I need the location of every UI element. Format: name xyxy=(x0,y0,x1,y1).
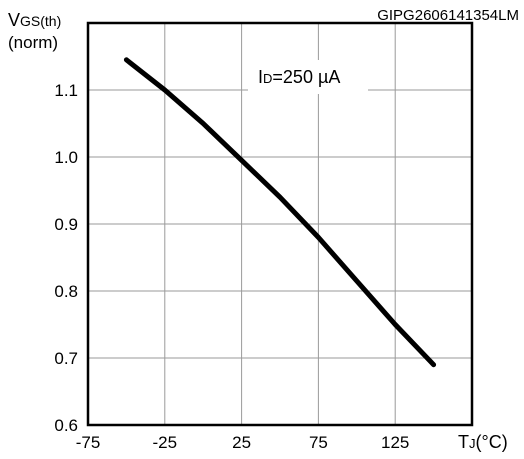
x-axis-label-main: T xyxy=(458,432,469,452)
x-tick-label: -25 xyxy=(153,433,178,452)
y-tick-label: 0.6 xyxy=(54,416,78,435)
annotation-main: I xyxy=(258,67,263,87)
y-tick-label: 0.8 xyxy=(54,282,78,301)
x-tick-label: -75 xyxy=(76,433,101,452)
x-tick-label: 125 xyxy=(381,433,409,452)
annotation-text: =250 µA xyxy=(272,67,340,87)
y-axis-unit: (norm) xyxy=(8,33,58,52)
y-axis-label-main: V xyxy=(8,10,20,30)
annotation-background xyxy=(248,60,368,94)
y-axis-label: VGS(th) xyxy=(8,10,61,30)
annotation: ID=250 µA xyxy=(258,67,340,87)
x-axis-label-unit: (°C) xyxy=(476,432,508,452)
y-tick-label: 0.7 xyxy=(54,349,78,368)
y-axis-label-sub: GS(th) xyxy=(20,13,61,29)
y-tick-label: 0.9 xyxy=(54,215,78,234)
x-axis-label-sub: J xyxy=(469,436,476,451)
series-line xyxy=(123,57,437,368)
y-tick-label: 1.1 xyxy=(54,81,78,100)
x-axis-label: TJ(°C) xyxy=(458,432,508,452)
annotation-sub: D xyxy=(263,71,272,86)
y-tick-labels: 0.6 0.7 0.8 0.9 1.0 1.1 xyxy=(54,81,78,435)
x-tick-label: 25 xyxy=(232,433,251,452)
series-group xyxy=(123,57,437,368)
y-tick-label: 1.0 xyxy=(54,148,78,167)
x-tick-label: 75 xyxy=(309,433,328,452)
plot-frame xyxy=(86,21,474,427)
x-tick-labels: -75 -25 25 75 125 xyxy=(76,433,410,452)
figure-code: GIPG2606141354LM xyxy=(377,7,519,24)
plot-border xyxy=(86,21,474,427)
